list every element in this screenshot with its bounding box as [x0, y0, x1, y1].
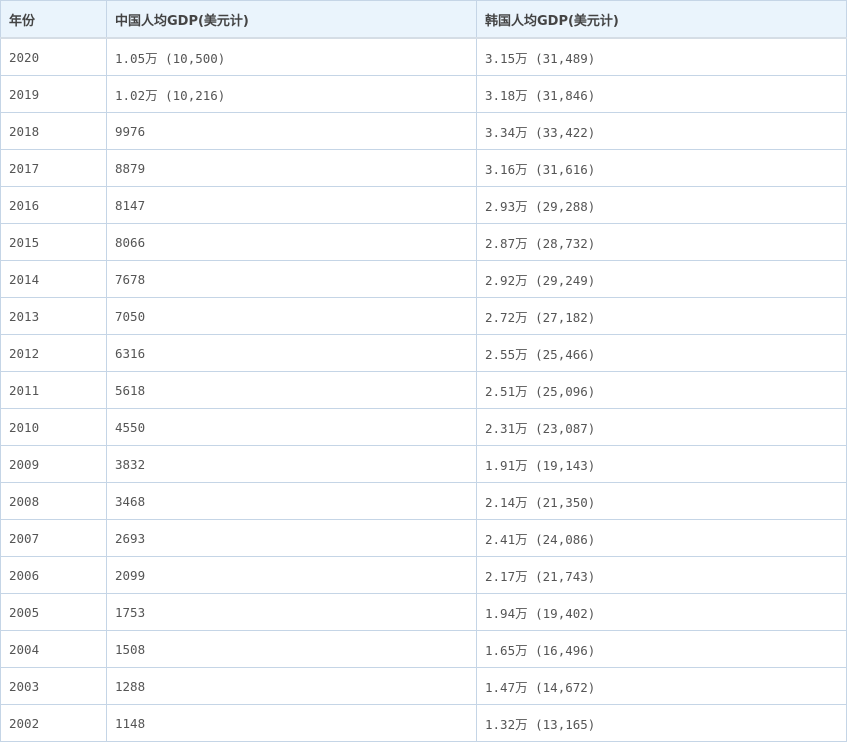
table-row: 2016 8147 2.93万 (29,288) — [0, 186, 847, 224]
year-cell: 2015 — [0, 223, 107, 261]
year-cell: 2016 — [0, 186, 107, 224]
table-row: 2012 6316 2.55万 (25,466) — [0, 334, 847, 372]
china-gdp-cell: 1.05万 (10,500) — [106, 37, 477, 76]
table-row: 2015 8066 2.87万 (28,732) — [0, 223, 847, 261]
year-cell: 2013 — [0, 297, 107, 335]
table-row: 2008 3468 2.14万 (21,350) — [0, 482, 847, 520]
korea-gdp-cell: 1.91万 (19,143) — [476, 445, 847, 483]
table-row: 2005 1753 1.94万 (19,402) — [0, 593, 847, 631]
korea-gdp-cell: 3.34万 (33,422) — [476, 112, 847, 150]
china-gdp-cell: 1148 — [106, 704, 477, 742]
year-cell: 2018 — [0, 112, 107, 150]
header-row: 年份 中国人均GDP(美元计) 韩国人均GDP(美元计) — [0, 0, 847, 39]
china-gdp-cell: 2693 — [106, 519, 477, 557]
year-cell: 2012 — [0, 334, 107, 372]
table-row: 2019 1.02万 (10,216) 3.18万 (31,846) — [0, 75, 847, 113]
table-row: 2007 2693 2.41万 (24,086) — [0, 519, 847, 557]
korea-gdp-cell: 1.47万 (14,672) — [476, 667, 847, 705]
year-cell: 2003 — [0, 667, 107, 705]
table-row: 2002 1148 1.32万 (13,165) — [0, 704, 847, 742]
korea-gdp-cell: 1.65万 (16,496) — [476, 630, 847, 668]
table-row: 2020 1.05万 (10,500) 3.15万 (31,489) — [0, 37, 847, 76]
korea-gdp-cell: 2.51万 (25,096) — [476, 371, 847, 409]
china-gdp-cell: 5618 — [106, 371, 477, 409]
table-row: 2017 8879 3.16万 (31,616) — [0, 149, 847, 187]
china-gdp-cell: 1288 — [106, 667, 477, 705]
korea-gdp-cell: 2.14万 (21,350) — [476, 482, 847, 520]
china-gdp-cell: 8066 — [106, 223, 477, 261]
china-gdp-cell: 8147 — [106, 186, 477, 224]
year-cell: 2011 — [0, 371, 107, 409]
china-gdp-cell: 8879 — [106, 149, 477, 187]
korea-gdp-cell: 2.93万 (29,288) — [476, 186, 847, 224]
year-cell: 2007 — [0, 519, 107, 557]
table-row: 2010 4550 2.31万 (23,087) — [0, 408, 847, 446]
china-gdp-cell: 7050 — [106, 297, 477, 335]
year-cell: 2004 — [0, 630, 107, 668]
table-row: 2004 1508 1.65万 (16,496) — [0, 630, 847, 668]
china-gdp-cell: 4550 — [106, 408, 477, 446]
table-row: 2018 9976 3.34万 (33,422) — [0, 112, 847, 150]
china-gdp-cell: 7678 — [106, 260, 477, 298]
year-cell: 2014 — [0, 260, 107, 298]
year-cell: 2010 — [0, 408, 107, 446]
china-gdp-cell: 9976 — [106, 112, 477, 150]
korea-gdp-cell: 2.92万 (29,249) — [476, 260, 847, 298]
year-cell: 2006 — [0, 556, 107, 594]
korea-gdp-cell: 2.72万 (27,182) — [476, 297, 847, 335]
china-gdp-cell: 2099 — [106, 556, 477, 594]
korea-gdp-cell: 2.87万 (28,732) — [476, 223, 847, 261]
table-row: 2009 3832 1.91万 (19,143) — [0, 445, 847, 483]
china-gdp-cell: 6316 — [106, 334, 477, 372]
table-row: 2006 2099 2.17万 (21,743) — [0, 556, 847, 594]
header-china-gdp: 中国人均GDP(美元计) — [106, 0, 477, 39]
year-cell: 2017 — [0, 149, 107, 187]
year-cell: 2019 — [0, 75, 107, 113]
year-cell: 2005 — [0, 593, 107, 631]
korea-gdp-cell: 1.94万 (19,402) — [476, 593, 847, 631]
header-korea-gdp: 韩国人均GDP(美元计) — [476, 0, 847, 39]
korea-gdp-cell: 2.31万 (23,087) — [476, 408, 847, 446]
korea-gdp-cell: 3.18万 (31,846) — [476, 75, 847, 113]
china-gdp-cell: 3832 — [106, 445, 477, 483]
table-row: 2014 7678 2.92万 (29,249) — [0, 260, 847, 298]
table-row: 2011 5618 2.51万 (25,096) — [0, 371, 847, 409]
china-gdp-cell: 1753 — [106, 593, 477, 631]
china-gdp-cell: 1.02万 (10,216) — [106, 75, 477, 113]
header-year: 年份 — [0, 0, 107, 39]
korea-gdp-cell: 2.41万 (24,086) — [476, 519, 847, 557]
korea-gdp-cell: 1.32万 (13,165) — [476, 704, 847, 742]
korea-gdp-cell: 3.16万 (31,616) — [476, 149, 847, 187]
korea-gdp-cell: 2.17万 (21,743) — [476, 556, 847, 594]
table-row: 2013 7050 2.72万 (27,182) — [0, 297, 847, 335]
table-row: 2003 1288 1.47万 (14,672) — [0, 667, 847, 705]
year-cell: 2009 — [0, 445, 107, 483]
year-cell: 2002 — [0, 704, 107, 742]
korea-gdp-cell: 2.55万 (25,466) — [476, 334, 847, 372]
china-gdp-cell: 3468 — [106, 482, 477, 520]
year-cell: 2008 — [0, 482, 107, 520]
korea-gdp-cell: 3.15万 (31,489) — [476, 37, 847, 76]
year-cell: 2020 — [0, 37, 107, 76]
china-gdp-cell: 1508 — [106, 630, 477, 668]
